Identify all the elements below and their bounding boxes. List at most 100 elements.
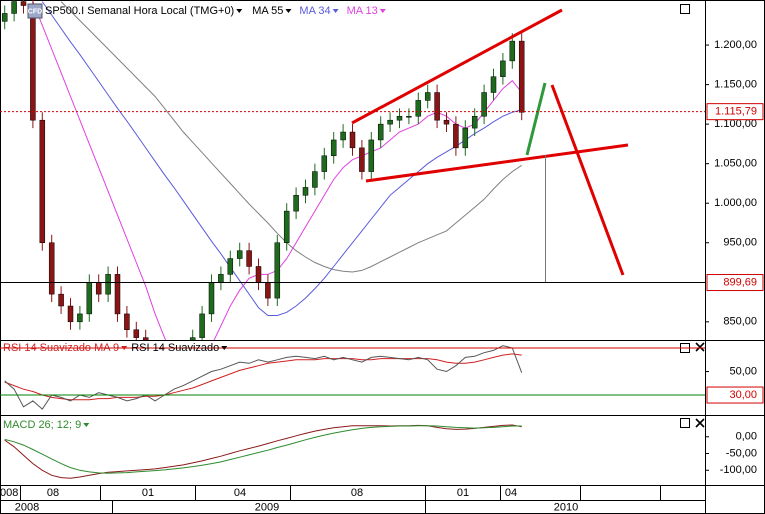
- candle-body: [39, 119, 46, 243]
- candle-body: [30, 5, 36, 121]
- close-button[interactable]: [695, 342, 705, 352]
- candle-body: [415, 100, 422, 117]
- series-line: [41, 1, 522, 316]
- series-line: [4, 345, 523, 410]
- candle-body: [302, 187, 309, 196]
- candle-body: [312, 171, 318, 188]
- close-button[interactable]: [695, 418, 705, 428]
- series-line: [60, 1, 522, 273]
- legend-label: MA 55: [252, 5, 283, 17]
- candle-body: [1, 13, 8, 22]
- series-line: [4, 425, 522, 474]
- y-tick-label: 50,00: [729, 365, 757, 377]
- badge: CFD: [28, 8, 42, 15]
- y-tick-label: 1.100,00: [714, 118, 757, 130]
- y-tick-label: 850,00: [723, 316, 757, 328]
- panel-title: MACD 26; 12; 9: [3, 419, 81, 431]
- time-separators: [20, 486, 661, 514]
- candle-body: [20, 1, 27, 6]
- year-label: 2010: [554, 501, 578, 513]
- candle-body: [218, 274, 224, 283]
- x-tick-label: 01: [457, 487, 469, 499]
- trend-line: [351, 8, 563, 125]
- candle-body: [236, 250, 243, 259]
- candle-body: [481, 92, 487, 117]
- candle-body: [208, 282, 215, 315]
- dropdown-arrow: [236, 9, 243, 13]
- value-label-box: [706, 386, 764, 404]
- dropdown-arrow: [285, 9, 292, 13]
- candle-body: [321, 155, 328, 172]
- candle-body: [509, 40, 516, 62]
- maximize-button[interactable]: [680, 4, 690, 14]
- year-label: 2009: [255, 501, 279, 513]
- candle-body: [453, 123, 459, 149]
- candle-body: [67, 305, 74, 323]
- candle-body: [142, 337, 149, 340]
- candle-body: [406, 115, 412, 118]
- y-tick-label: 1.200,00: [714, 39, 757, 51]
- plot-layer: [1, 0, 525, 479]
- badge-box: [27, 3, 43, 19]
- candle-body: [377, 123, 384, 141]
- candle-body: [293, 195, 299, 212]
- candle-body: [340, 131, 346, 141]
- candle-body: [77, 313, 83, 323]
- y-tick-label: 1.000,00: [714, 197, 757, 209]
- y-tick-label: 1.050,00: [714, 158, 757, 170]
- legend-label: RSI 14 Suavizado: [131, 342, 219, 354]
- candle-body: [462, 127, 469, 149]
- plot: [1, 0, 525, 340]
- maximize-button[interactable]: [680, 418, 690, 428]
- series-line: [4, 353, 522, 401]
- dropdown-arrow: [379, 9, 386, 13]
- candle-body: [387, 119, 393, 125]
- value-label-box: [706, 274, 764, 292]
- value-label-box: [706, 103, 764, 121]
- y-tick-label: -50,00: [726, 447, 757, 459]
- y-tick-label: 0,00: [736, 431, 757, 443]
- x-tick-label: 008: [0, 487, 18, 499]
- candle-body: [255, 266, 262, 283]
- candle-body: [368, 139, 375, 172]
- dropdown-arrow: [221, 346, 228, 350]
- y-tick-label: 1.150,00: [714, 79, 757, 91]
- candle-body: [86, 282, 93, 315]
- x-tick-label: 08: [351, 487, 363, 499]
- candle-body: [471, 115, 478, 129]
- candle-body: [434, 92, 440, 121]
- legend-label: RSI 14 Suavizado MA 9: [3, 342, 119, 354]
- candle-body: [518, 40, 525, 113]
- candle-body: [396, 115, 403, 121]
- candle-body: [330, 139, 337, 157]
- value-label: 899,69: [723, 276, 757, 288]
- candle-body: [48, 242, 55, 295]
- candle-body: [265, 282, 271, 299]
- candle-body: [443, 119, 450, 125]
- candle-body: [227, 258, 234, 275]
- candle-body: [189, 337, 196, 340]
- value-label: 30,00: [729, 389, 757, 401]
- legend-label: MA 34: [299, 5, 330, 17]
- dropdown-arrow: [121, 346, 128, 350]
- value-label: 1.115,79: [715, 106, 757, 118]
- y-tick-label: 950,00: [723, 237, 757, 249]
- candle-body: [500, 60, 506, 77]
- candle-body: [11, 1, 17, 14]
- candle-body: [490, 76, 497, 93]
- candle-body: [199, 313, 205, 338]
- candle-body: [274, 242, 281, 299]
- chart-title: SP500.I Semanal Hora Local (TMG+0): [45, 5, 234, 17]
- legend-label: MA 13: [347, 5, 378, 17]
- drawings: [351, 8, 629, 282]
- year-label: 2008: [15, 501, 39, 513]
- candle-body: [424, 92, 431, 101]
- trend-line: [525, 82, 547, 156]
- candle-body: [359, 147, 365, 172]
- candle-body: [114, 274, 121, 315]
- series-line: [4, 424, 522, 479]
- trend-line: [365, 143, 629, 183]
- plot: [4, 424, 522, 479]
